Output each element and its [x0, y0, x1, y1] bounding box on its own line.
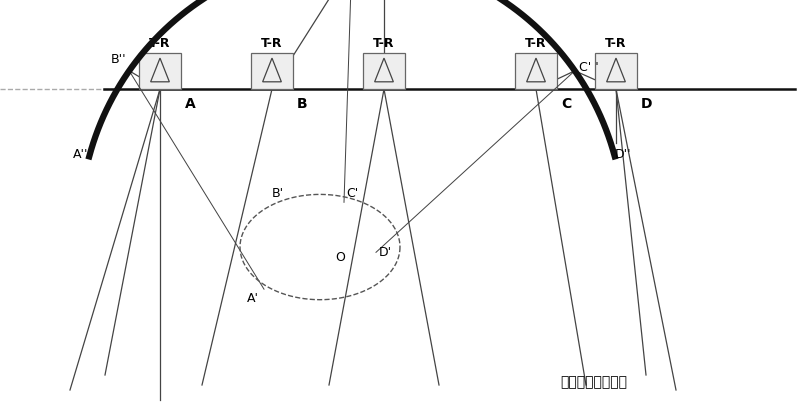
Text: B'': B'' [110, 53, 126, 66]
Text: 管道的弧形反射波: 管道的弧形反射波 [560, 375, 627, 389]
Bar [139, 53, 181, 89]
Text: T-R: T-R [374, 36, 394, 50]
Text: D'': D'' [614, 148, 631, 161]
Text: T-R: T-R [262, 36, 282, 50]
Text: B: B [297, 97, 307, 111]
Text: C' ': C' ' [579, 61, 598, 74]
Bar [251, 53, 293, 89]
Text: C': C' [346, 187, 358, 200]
Text: D: D [641, 97, 652, 111]
Text: T-R: T-R [150, 36, 170, 50]
Bar [363, 53, 405, 89]
Text: D': D' [379, 246, 392, 259]
Text: T-R: T-R [526, 36, 546, 50]
Text: A': A' [247, 292, 259, 305]
Text: A'': A'' [73, 148, 88, 161]
Text: C: C [561, 97, 571, 111]
Text: B': B' [272, 187, 284, 200]
Text: T-R: T-R [606, 36, 626, 50]
Bar [595, 53, 637, 89]
Bar [515, 53, 557, 89]
Text: O: O [335, 251, 345, 264]
Text: A: A [185, 97, 195, 111]
